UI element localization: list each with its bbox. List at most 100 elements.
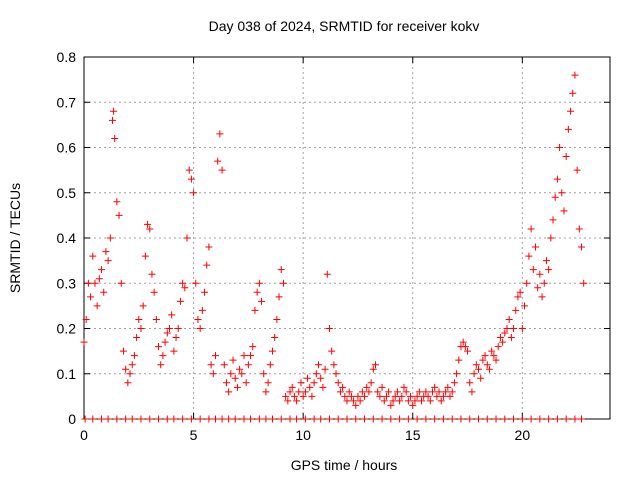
zero-data-point bbox=[352, 415, 360, 423]
data-point bbox=[258, 297, 266, 305]
data-point bbox=[339, 383, 347, 391]
data-point bbox=[371, 361, 379, 369]
zero-data-point bbox=[187, 415, 195, 423]
data-point bbox=[558, 189, 566, 197]
data-point bbox=[128, 361, 136, 369]
data-point bbox=[89, 252, 97, 260]
data-point bbox=[192, 279, 200, 287]
data-point bbox=[341, 392, 349, 400]
data-point bbox=[332, 370, 340, 378]
data-point bbox=[255, 279, 263, 287]
data-point bbox=[398, 392, 406, 400]
chart-title: Day 038 of 2024, SRMTID for receiver kok… bbox=[209, 18, 480, 34]
data-point bbox=[345, 388, 353, 396]
data-point bbox=[389, 397, 397, 405]
data-point bbox=[137, 325, 145, 332]
data-point bbox=[176, 297, 184, 305]
data-point bbox=[466, 379, 474, 387]
data-point bbox=[422, 388, 430, 396]
zero-data-point bbox=[325, 415, 333, 423]
data-point bbox=[233, 383, 241, 391]
data-point bbox=[80, 338, 88, 346]
y-tick-label: 0.2 bbox=[57, 321, 77, 337]
zero-data-point bbox=[404, 415, 412, 423]
data-point bbox=[293, 397, 301, 405]
data-point bbox=[505, 315, 513, 323]
data-point bbox=[214, 157, 222, 165]
data-point bbox=[323, 270, 331, 278]
data-point bbox=[409, 401, 417, 409]
zero-data-point bbox=[510, 415, 518, 423]
data-point bbox=[385, 388, 393, 396]
data-point bbox=[247, 352, 255, 360]
data-point bbox=[165, 325, 173, 332]
data-point bbox=[510, 325, 518, 332]
zero-data-point bbox=[247, 415, 255, 423]
data-point bbox=[124, 379, 132, 387]
zero-data-point bbox=[286, 415, 294, 423]
data-point bbox=[308, 392, 316, 400]
zero-data-point bbox=[98, 415, 106, 423]
data-point bbox=[494, 343, 502, 351]
data-point bbox=[106, 234, 114, 242]
data-point bbox=[496, 334, 504, 342]
axis-ticks: 0 0.1 0.2 0.3 0.4 0.5 0.6 0.7 0.8 0 5 10 15 20 bbox=[57, 49, 610, 443]
data-point bbox=[144, 220, 152, 228]
zero-data-point bbox=[218, 415, 226, 423]
data-point bbox=[141, 252, 149, 260]
data-point bbox=[564, 125, 572, 133]
data-point bbox=[111, 134, 119, 142]
zero-data-point bbox=[431, 415, 439, 423]
data-point bbox=[325, 325, 333, 332]
data-point bbox=[148, 270, 156, 278]
data-point bbox=[415, 388, 423, 396]
data-point bbox=[503, 325, 511, 332]
zero-data-point bbox=[89, 415, 97, 423]
data-point bbox=[87, 293, 95, 301]
zero-data-point bbox=[387, 415, 395, 423]
zero-data-point bbox=[293, 415, 301, 423]
data-point bbox=[95, 275, 103, 283]
data-point bbox=[492, 356, 500, 364]
data-point bbox=[562, 153, 570, 161]
zero-data-point bbox=[277, 415, 285, 423]
data-point bbox=[251, 306, 259, 314]
data-point bbox=[507, 334, 515, 342]
y-axis-label: SRMTID / TECUs bbox=[7, 183, 23, 293]
data-point bbox=[242, 379, 250, 387]
data-point bbox=[393, 388, 401, 396]
zero-data-point bbox=[137, 415, 145, 423]
data-point bbox=[82, 315, 90, 323]
zero-data-point bbox=[439, 415, 447, 423]
data-point bbox=[194, 315, 202, 323]
data-point bbox=[468, 388, 476, 396]
data-point bbox=[205, 243, 213, 251]
data-point bbox=[433, 392, 441, 400]
data-point bbox=[104, 257, 112, 265]
data-point bbox=[306, 383, 314, 391]
data-point bbox=[481, 352, 489, 360]
zero-data-point bbox=[571, 415, 579, 423]
data-point bbox=[321, 365, 329, 373]
data-point bbox=[113, 198, 121, 206]
zero-data-point bbox=[205, 415, 213, 423]
data-point bbox=[260, 370, 268, 378]
zero-data-point bbox=[104, 415, 112, 423]
data-point bbox=[521, 302, 529, 310]
zero-data-point bbox=[343, 415, 351, 423]
zero-data-point bbox=[113, 415, 121, 423]
data-point bbox=[578, 243, 586, 251]
data-point bbox=[448, 388, 456, 396]
data-point bbox=[428, 388, 436, 396]
data-point bbox=[135, 315, 143, 323]
data-point bbox=[580, 279, 588, 287]
data-point bbox=[146, 225, 154, 233]
data-point bbox=[174, 325, 182, 332]
data-point bbox=[157, 361, 165, 369]
data-point bbox=[172, 334, 180, 342]
data-point bbox=[551, 193, 559, 201]
data-point bbox=[319, 383, 327, 391]
data-point bbox=[536, 270, 544, 278]
data-point bbox=[179, 279, 187, 287]
data-point bbox=[527, 225, 535, 233]
